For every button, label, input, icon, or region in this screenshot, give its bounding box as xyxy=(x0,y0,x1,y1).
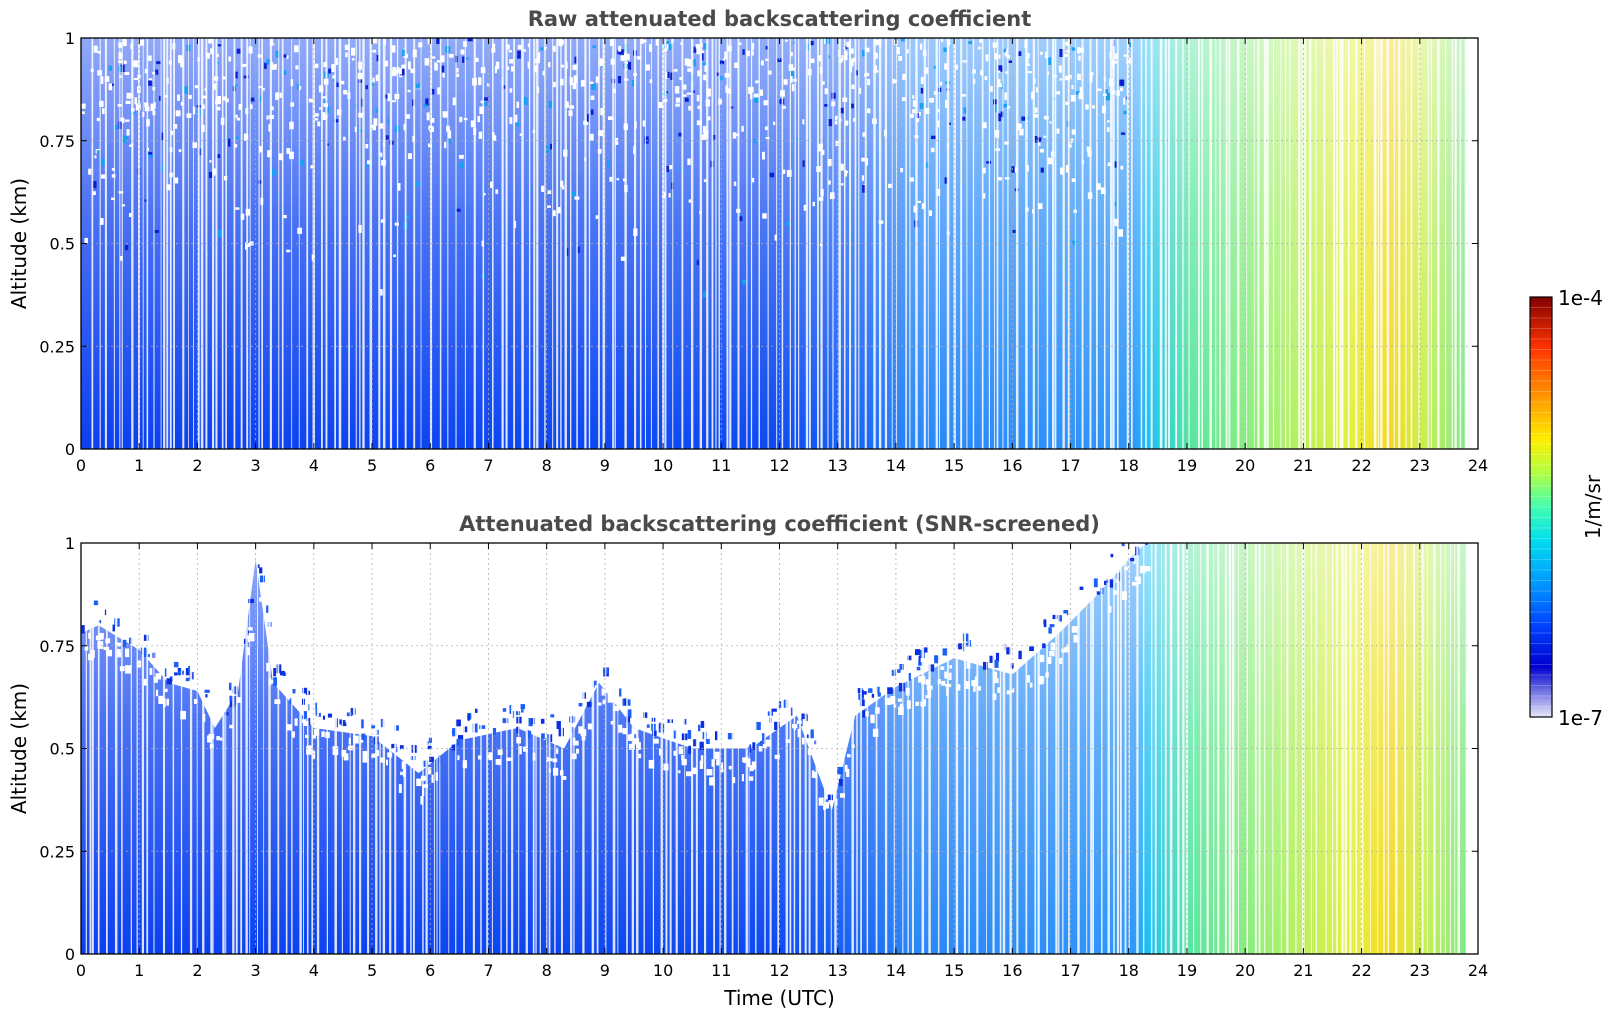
x-tick-label: 18 xyxy=(1119,456,1139,475)
x-tick-label: 9 xyxy=(600,961,610,980)
x-tick-label: 4 xyxy=(309,961,319,980)
x-tick-label: 0 xyxy=(76,456,86,475)
x-tick-label: 23 xyxy=(1410,961,1430,980)
panel-raw-title: Raw attenuated backscattering coefficien… xyxy=(528,7,1032,31)
panel-raw-x-axis: 0 1 2 3 4 5 6 7 8 9 10 11 12 13 14 15 16 17 18 19 20 21 22 23 24 xyxy=(76,38,1488,475)
y-tick-label: 0 xyxy=(65,945,75,964)
x-tick-label: 16 xyxy=(1002,456,1022,475)
y-tick-label: 1 xyxy=(65,534,75,553)
x-tick-label: 1 xyxy=(134,961,144,980)
x-tick-label: 11 xyxy=(711,961,731,980)
panel-screened-x-axis: 0 1 2 3 4 5 6 7 8 9 10 11 12 13 14 15 16 17 18 19 20 21 22 23 24 xyxy=(76,543,1488,980)
x-tick-label: 3 xyxy=(251,961,261,980)
x-tick-label: 2 xyxy=(192,456,202,475)
x-tick-label: 1 xyxy=(134,456,144,475)
x-tick-label: 0 xyxy=(76,961,86,980)
y-tick-label: 0.25 xyxy=(39,337,75,356)
x-tick-label: 17 xyxy=(1060,961,1080,980)
panel-raw-y-axis: 0 0.25 0.5 0.75 1 xyxy=(39,29,1478,459)
x-tick-label: 16 xyxy=(1002,961,1022,980)
y-tick-label: 1 xyxy=(65,29,75,48)
colorbar-max-label: 1e-4 xyxy=(1558,286,1603,310)
x-tick-label: 19 xyxy=(1177,456,1197,475)
colorbar-steps xyxy=(1530,307,1552,707)
x-tick-label: 10 xyxy=(653,961,673,980)
x-tick-label: 9 xyxy=(600,456,610,475)
x-tick-label: 13 xyxy=(828,961,848,980)
x-tick-label: 5 xyxy=(367,456,377,475)
x-tick-label: 14 xyxy=(886,456,906,475)
x-tick-label: 6 xyxy=(425,456,435,475)
panel-screened: Attenuated backscattering coefficient (S… xyxy=(7,512,1488,1010)
y-tick-label: 0.25 xyxy=(39,842,75,861)
colorbar-unit-label: 1/m/sr xyxy=(1581,474,1605,539)
panel-screened-grid xyxy=(81,543,1478,954)
panel-screened-title: Attenuated backscattering coefficient (S… xyxy=(459,512,1100,536)
x-tick-label: 23 xyxy=(1410,456,1430,475)
x-tick-label: 21 xyxy=(1293,961,1313,980)
x-tick-label: 14 xyxy=(886,961,906,980)
panel-raw-grid xyxy=(81,38,1478,449)
panel-screened-y-axis: 0 0.25 0.5 0.75 1 xyxy=(39,534,1478,964)
x-tick-label: 18 xyxy=(1119,961,1139,980)
x-tick-label: 15 xyxy=(944,456,964,475)
x-tick-label: 19 xyxy=(1177,961,1197,980)
x-tick-label: 11 xyxy=(711,456,731,475)
x-tick-label: 21 xyxy=(1293,456,1313,475)
y-tick-label: 0.5 xyxy=(50,235,75,254)
x-tick-label: 13 xyxy=(828,456,848,475)
x-tick-label: 22 xyxy=(1351,961,1371,980)
x-tick-label: 10 xyxy=(653,456,673,475)
x-tick-label: 17 xyxy=(1060,456,1080,475)
panel-raw: Raw attenuated backscattering coefficien… xyxy=(7,7,1488,475)
x-tick-label: 22 xyxy=(1351,456,1371,475)
y-tick-label: 0 xyxy=(65,440,75,459)
x-tick-label: 2 xyxy=(192,961,202,980)
colorbar-min-label: 1e-7 xyxy=(1558,706,1603,730)
x-tick-label: 8 xyxy=(542,456,552,475)
x-tick-label: 20 xyxy=(1235,456,1255,475)
x-tick-label: 12 xyxy=(769,456,789,475)
x-tick-label: 15 xyxy=(944,961,964,980)
panel-screened-y-label: Altitude (km) xyxy=(7,683,31,814)
x-tick-label: 7 xyxy=(483,961,493,980)
x-tick-label: 4 xyxy=(309,456,319,475)
x-tick-label: 5 xyxy=(367,961,377,980)
x-tick-label: 24 xyxy=(1468,456,1488,475)
x-tick-label: 3 xyxy=(251,456,261,475)
panel-raw-y-label: Altitude (km) xyxy=(7,178,31,309)
x-tick-label: 8 xyxy=(542,961,552,980)
x-tick-label: 24 xyxy=(1468,961,1488,980)
panel-screened-x-label: Time (UTC) xyxy=(723,986,835,1010)
x-tick-label: 7 xyxy=(483,456,493,475)
y-tick-label: 0.75 xyxy=(39,637,75,656)
colorbar: 1e-4 1e-7 1/m/sr xyxy=(1529,286,1605,730)
x-tick-label: 6 xyxy=(425,961,435,980)
x-tick-label: 12 xyxy=(769,961,789,980)
y-tick-label: 0.75 xyxy=(39,132,75,151)
y-tick-label: 0.5 xyxy=(50,740,75,759)
x-tick-label: 20 xyxy=(1235,961,1255,980)
